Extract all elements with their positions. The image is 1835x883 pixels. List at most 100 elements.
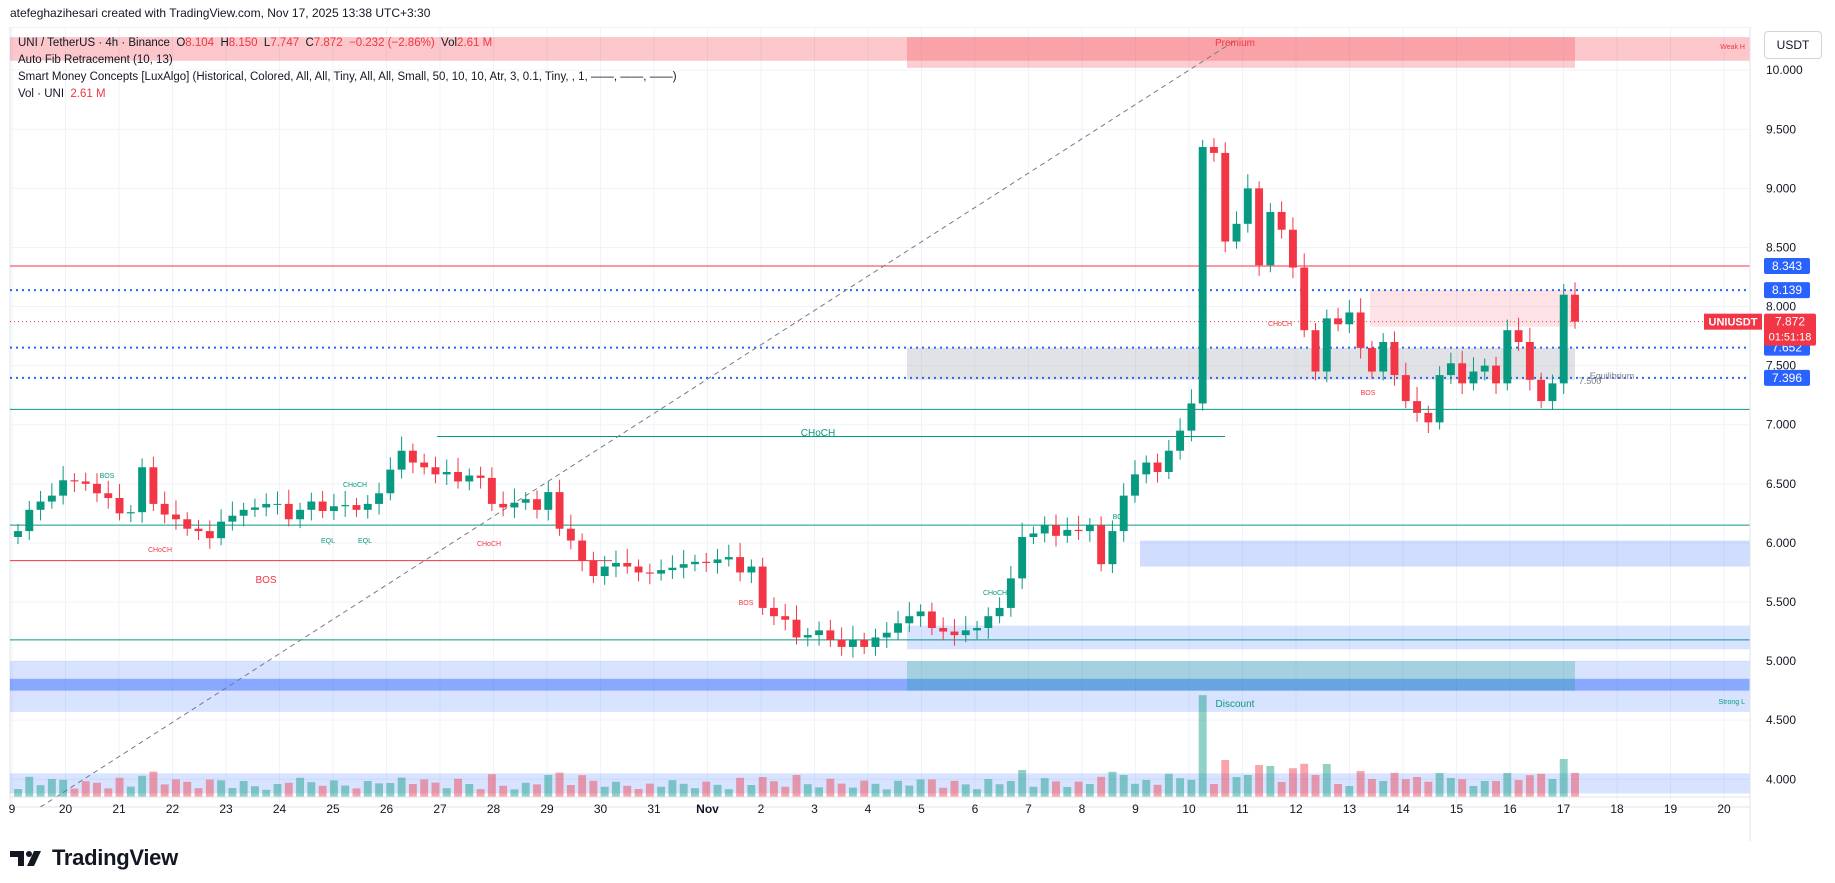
- candle-body: [126, 512, 135, 514]
- currency-button[interactable]: USDT: [1764, 31, 1822, 59]
- open-value: 8.104: [185, 37, 215, 49]
- volume-bar: [104, 788, 113, 797]
- choch-label-main: CHoCH: [801, 428, 835, 439]
- candle-body: [1232, 223, 1241, 242]
- volume-bar: [138, 775, 147, 797]
- candle-body: [250, 507, 259, 510]
- candle-body: [262, 503, 271, 508]
- volume-bar: [499, 785, 508, 797]
- candle-body: [363, 503, 372, 510]
- candle-body: [1548, 383, 1557, 402]
- candle-body: [408, 450, 417, 463]
- indicator-vol[interactable]: Vol · UNI: [18, 88, 65, 100]
- volume-bar: [487, 774, 496, 797]
- candle-body: [1266, 212, 1275, 266]
- candle-body: [183, 519, 192, 529]
- weak-high-label: Weak H: [1720, 44, 1745, 51]
- y-tick-label: 5.500: [1766, 595, 1796, 609]
- candle-body: [1537, 379, 1546, 402]
- candle-body: [634, 566, 643, 573]
- y-tick-label: 6.000: [1766, 536, 1796, 550]
- price-axis[interactable]: 10.000 9.500 9.000 8.500 8.000 7.500 7.000 6.50…: [1749, 27, 1803, 841]
- volume-bar: [1435, 773, 1444, 797]
- volume-bar: [115, 777, 124, 797]
- candle-body: [104, 493, 113, 498]
- candle-body: [724, 557, 733, 560]
- volume-bar: [566, 785, 575, 797]
- volume-bar: [47, 779, 56, 797]
- volume-bar: [927, 779, 936, 797]
- smc-zones: [10, 37, 1750, 794]
- y-tick-label: 4.000: [1766, 772, 1796, 786]
- volume-bar: [476, 789, 485, 797]
- volume-bars: [14, 695, 1579, 797]
- candle-body: [939, 628, 948, 632]
- bos-label-red-3: BOS: [1361, 390, 1376, 397]
- volume-bar: [1390, 772, 1399, 797]
- candle-body: [713, 559, 722, 563]
- candle-body: [329, 506, 338, 511]
- volume-bar: [262, 789, 271, 797]
- candle-body: [1288, 229, 1297, 268]
- candle-body: [1164, 450, 1173, 472]
- x-tick-label: 15: [1450, 802, 1464, 816]
- volume-bar: [702, 781, 711, 797]
- candle-body: [950, 631, 959, 636]
- candle-body: [578, 540, 587, 561]
- x-tick-label: 27: [433, 802, 447, 816]
- candle-body: [1052, 525, 1060, 536]
- candle-body: [916, 611, 925, 617]
- volume-bar: [386, 783, 395, 797]
- volume-bar: [769, 781, 778, 797]
- indicator-fib[interactable]: Auto Fib Retracement (10, 13): [18, 54, 173, 66]
- volume-bar: [871, 783, 880, 797]
- bos-label-green-2: BOS: [1113, 514, 1128, 521]
- volume-bar: [465, 784, 474, 797]
- candle-body: [1176, 430, 1185, 451]
- x-tick-label: 23: [219, 802, 233, 816]
- close-value: 7.872: [313, 37, 343, 49]
- smc-annotations: Premium Weak H CHoCH BOS BOS CHoCH CHoCH EQL EQL…: [100, 38, 1745, 710]
- candle-body: [386, 469, 395, 494]
- volume-bar: [1176, 778, 1185, 797]
- volume-bar: [1266, 766, 1275, 797]
- volume-bar: [837, 783, 846, 797]
- candle-body: [239, 509, 248, 516]
- time-axis[interactable]: 9 20 21 22 23 24 25 26 27 28 29 30 31 Nov 2 3 4 5 6 7 8 9 10 11…: [9, 796, 1750, 816]
- candle-body: [217, 521, 226, 539]
- demand-zone-2: [907, 625, 1750, 650]
- high-label: H: [220, 37, 229, 49]
- candle-body: [1300, 267, 1309, 331]
- candle-body: [70, 480, 79, 482]
- volume-bar: [668, 780, 677, 797]
- y-tick-label: 8.500: [1766, 240, 1796, 254]
- candle-body: [1435, 375, 1444, 423]
- volume-bar: [634, 789, 643, 797]
- candle-body: [510, 502, 519, 508]
- volume-bar: [431, 782, 440, 797]
- volume-bar: [916, 779, 925, 797]
- x-tick-label: 10: [1182, 802, 1196, 816]
- candle-body: [1367, 347, 1376, 372]
- indicator-smc[interactable]: Smart Money Concepts [LuxAlgo] (Historic…: [18, 71, 677, 83]
- x-tick-label: 5: [918, 802, 925, 816]
- volume-bar: [1232, 777, 1241, 797]
- candle-body: [1413, 401, 1421, 413]
- candle-body: [1029, 533, 1038, 537]
- candle-body: [747, 566, 756, 573]
- symbol-label[interactable]: UNI / TetherUS · 4h · Binance: [18, 37, 170, 49]
- candle-body: [1311, 330, 1320, 372]
- candle-body: [1559, 294, 1568, 384]
- volume-bar: [296, 777, 305, 797]
- volume-bar: [1548, 779, 1557, 797]
- candle-body: [1492, 365, 1500, 384]
- eql-label-2: EQL: [358, 538, 372, 545]
- candle-body: [397, 450, 406, 470]
- candle-body: [1390, 342, 1399, 376]
- candle-body: [420, 462, 429, 468]
- price-chart[interactable]: Premium Weak H CHoCH BOS BOS CHoCH CHoCH EQL EQL…: [0, 27, 1835, 841]
- candle-body: [25, 509, 34, 532]
- premium-label: Premium: [1215, 38, 1255, 49]
- volume-bar: [14, 789, 22, 797]
- change-value: −0.232 (−2.86%): [348, 37, 435, 49]
